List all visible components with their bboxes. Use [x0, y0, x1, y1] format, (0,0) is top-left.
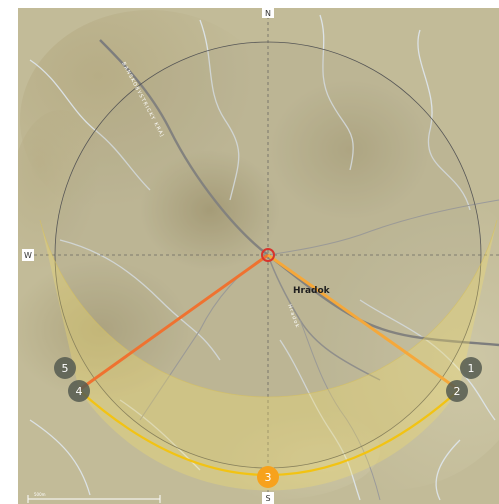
marker-2[interactable]: 2 [446, 380, 468, 402]
compass-south: S [262, 492, 274, 504]
sun-path-area [40, 220, 497, 491]
marker-3[interactable]: 3 [257, 466, 279, 488]
compass-west: W [22, 249, 34, 261]
observer-location[interactable] [261, 248, 275, 262]
svg-text:3: 3 [265, 471, 272, 484]
marker-5[interactable]: 5 [54, 357, 76, 379]
terrain-background [18, 8, 499, 504]
crosshair [34, 16, 499, 495]
svg-text:4: 4 [76, 385, 83, 398]
svg-text:2: 2 [454, 385, 461, 398]
sun-path-area-top [39, 219, 498, 398]
svg-text:5: 5 [62, 362, 69, 375]
top-margin [0, 0, 499, 8]
left-margin [0, 0, 18, 504]
sunrise-line [267, 253, 460, 392]
sunset-line [78, 253, 269, 392]
svg-text:S: S [265, 494, 270, 503]
svg-text:W: W [24, 251, 32, 260]
place-label: Hradok [293, 286, 331, 296]
streams [29, 14, 496, 501]
marker-1[interactable]: 1 [460, 357, 482, 379]
marker-4[interactable]: 4 [68, 380, 90, 402]
compass-north-overlay: N [262, 8, 274, 18]
scale-bar: 500m [27, 492, 161, 503]
svg-text:1: 1 [468, 362, 475, 375]
svg-text:N: N [265, 9, 271, 18]
svg-text:500m: 500m [34, 492, 46, 497]
